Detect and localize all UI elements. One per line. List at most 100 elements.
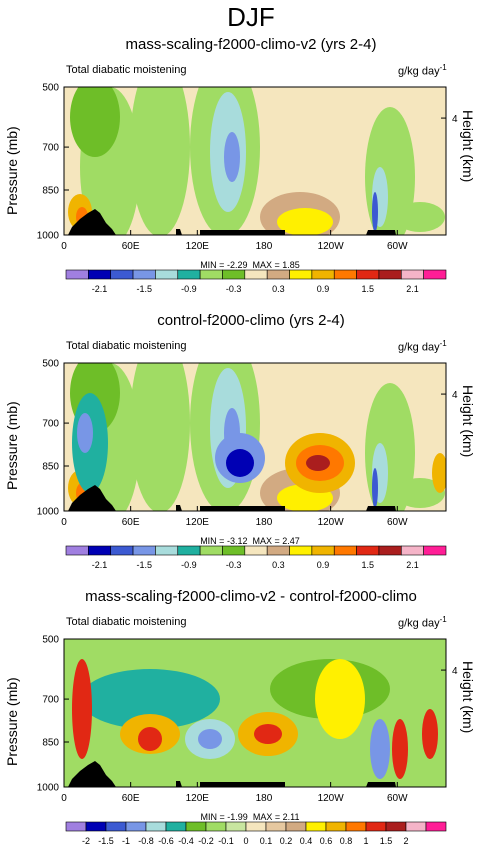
field-region — [80, 669, 220, 729]
panel-3-colorbar-box — [205, 821, 227, 832]
panel-1-colorbar-label: -0.9 — [181, 284, 197, 294]
panel-1-colorbar-label: -1.5 — [136, 284, 152, 294]
panel-2-colorbar-box — [110, 545, 134, 556]
panel-3-shading — [64, 639, 446, 787]
panel-2-colorbar-box — [155, 545, 179, 556]
panel-2-right-tick-label: 4 — [452, 390, 458, 401]
panel-1-land-mask — [68, 209, 396, 235]
panel-1-y-tick-label: 850 — [42, 186, 59, 197]
field-region — [254, 724, 282, 744]
panel-2-colorbar-label: 0.3 — [272, 560, 285, 570]
panel-3-colorbar-box — [345, 821, 367, 832]
panel-1-colorbar-box — [177, 269, 201, 280]
panel-3-colorbar-box — [245, 821, 267, 832]
panel-3-colorbar-label: -0.1 — [218, 836, 234, 846]
panel-2-colorbar-box — [289, 545, 313, 556]
panel-2-y-tick-label: 850 — [42, 462, 59, 473]
panel-1-colorbar-box — [266, 269, 290, 280]
field-region — [372, 192, 378, 232]
panel-3-colorbar-label: -1 — [122, 836, 130, 846]
panel-1-y-tick-label: 1000 — [37, 231, 60, 242]
panel-3-colorbar-label: 0.2 — [280, 836, 293, 846]
panel-3-colorbar-box — [105, 821, 127, 832]
panel-3-minmax: MIN = -1.99 MAX = 2.11 — [200, 812, 300, 822]
panel-2-x-tick-label: 120E — [186, 517, 210, 528]
panel-3-colorbar-label: 1.5 — [380, 836, 393, 846]
panel-2-colorbar-box — [132, 545, 156, 556]
panel-3-right-tick-label: 4 — [452, 666, 458, 677]
panel-2-x-tick-label: 0 — [61, 517, 67, 528]
field-region — [72, 659, 92, 759]
panel-3-colorbar-label: -0.8 — [138, 836, 154, 846]
panel-2-colorbar-box — [333, 545, 357, 556]
field-region — [422, 709, 438, 759]
panel-2-x-tick-label: 60E — [122, 517, 140, 528]
panel-2-colorbar-label: 1.5 — [362, 560, 375, 570]
field-region — [277, 208, 333, 235]
field-region — [372, 468, 378, 508]
panel-1-minmax: MIN = -2.29 MAX = 1.85 — [200, 260, 300, 270]
panel-1-colorbar-box — [132, 269, 156, 280]
panel-2-colorbar-box — [65, 545, 89, 556]
panel-2-y-tick-label: 700 — [42, 419, 59, 430]
field-region — [70, 87, 120, 157]
panel-2-colorbar-label: -1.5 — [136, 560, 152, 570]
panel-3-colorbar-box — [405, 821, 427, 832]
panel-2-minmax: MIN = -3.12 MAX = 2.47 — [200, 536, 300, 546]
panel-1-y-tick-label: 500 — [42, 83, 59, 94]
panel-2-units-label: g/kg day-1 — [398, 339, 447, 354]
panel-2-title: control-f2000-climo (yrs 2-4) — [157, 312, 345, 329]
panel-1-colorbar-box — [356, 269, 380, 280]
panel-1-colorbar-label: 0.9 — [317, 284, 330, 294]
panel-1-units-label: g/kg day-1 — [398, 63, 447, 78]
panel-1-x-tick-label: 120E — [186, 241, 210, 252]
panel-1-shading — [64, 87, 446, 235]
panel-1-colorbar-label: 1.5 — [362, 284, 375, 294]
panel-1-title: mass-scaling-f2000-climo-v2 (yrs 2-4) — [125, 36, 377, 53]
panel-1-colorbar-box — [88, 269, 112, 280]
panel-3-x-tick-label: 60W — [387, 793, 408, 804]
panel-2-colorbar-box — [356, 545, 380, 556]
panel-1-x-tick-label: 60W — [387, 241, 408, 252]
panel-3-colorbar-label: -2 — [82, 836, 90, 846]
panel-3-colorbar-box — [165, 821, 187, 832]
panel-2-colorbar-label: -2.1 — [92, 560, 108, 570]
panel-1-colorbar-label: 2.1 — [406, 284, 419, 294]
panel-1-colorbar-box — [110, 269, 134, 280]
panel-2-colorbar-label: 0.9 — [317, 560, 330, 570]
panel-3-colorbar-box — [85, 821, 107, 832]
panel-3-units-label: g/kg day-1 — [398, 615, 447, 630]
panel-3-colorbar-box — [385, 821, 407, 832]
panel-3-y-axis-label: Pressure (mb) — [4, 677, 20, 766]
panel-3-x-tick-label: 60E — [122, 793, 140, 804]
panel-3-right-axis-label: Height (km) — [460, 661, 476, 734]
panel-3-colorbar-label: 0 — [243, 836, 248, 846]
field-region — [370, 719, 390, 779]
panel-2-colorbar-label: -0.3 — [226, 560, 242, 570]
panel-2-colorbar-box — [199, 545, 223, 556]
panel-3-colorbar-box — [365, 821, 387, 832]
panel-3-y-tick-label: 500 — [42, 635, 59, 646]
panel-2-colorbar-box — [266, 545, 290, 556]
panel-2-y-axis-label: Pressure (mb) — [4, 401, 20, 490]
panel-2-colorbar-box — [88, 545, 112, 556]
field-region — [395, 202, 445, 232]
panel-2-colorbar-label: -0.9 — [181, 560, 197, 570]
panel-1-colorbar-label: -2.1 — [92, 284, 108, 294]
panel-3-variable-label: Total diabatic moistening — [66, 616, 187, 628]
field-region — [395, 478, 445, 508]
panel-3-colorbar-label: -0.6 — [158, 836, 174, 846]
panel-2-shading — [64, 363, 446, 511]
panel-3-colorbar-box — [305, 821, 327, 832]
field-region — [224, 132, 240, 182]
panel-1-variable-label: Total diabatic moistening — [66, 64, 187, 76]
panel-3-colorbar-label: 0.1 — [260, 836, 273, 846]
panel-1-colorbar-box — [400, 269, 424, 280]
panel-1-colorbar-box — [333, 269, 357, 280]
panel-1-colorbar-box — [244, 269, 268, 280]
panel-2-frame — [63, 362, 447, 512]
panel-3-field: 500 700 850 1000 4 0 60E 120E 180 120W 60W -2 -1.5 -1… — [37, 635, 458, 847]
panel-3-colorbar-box — [145, 821, 167, 832]
panel-1-colorbar-box — [199, 269, 223, 280]
